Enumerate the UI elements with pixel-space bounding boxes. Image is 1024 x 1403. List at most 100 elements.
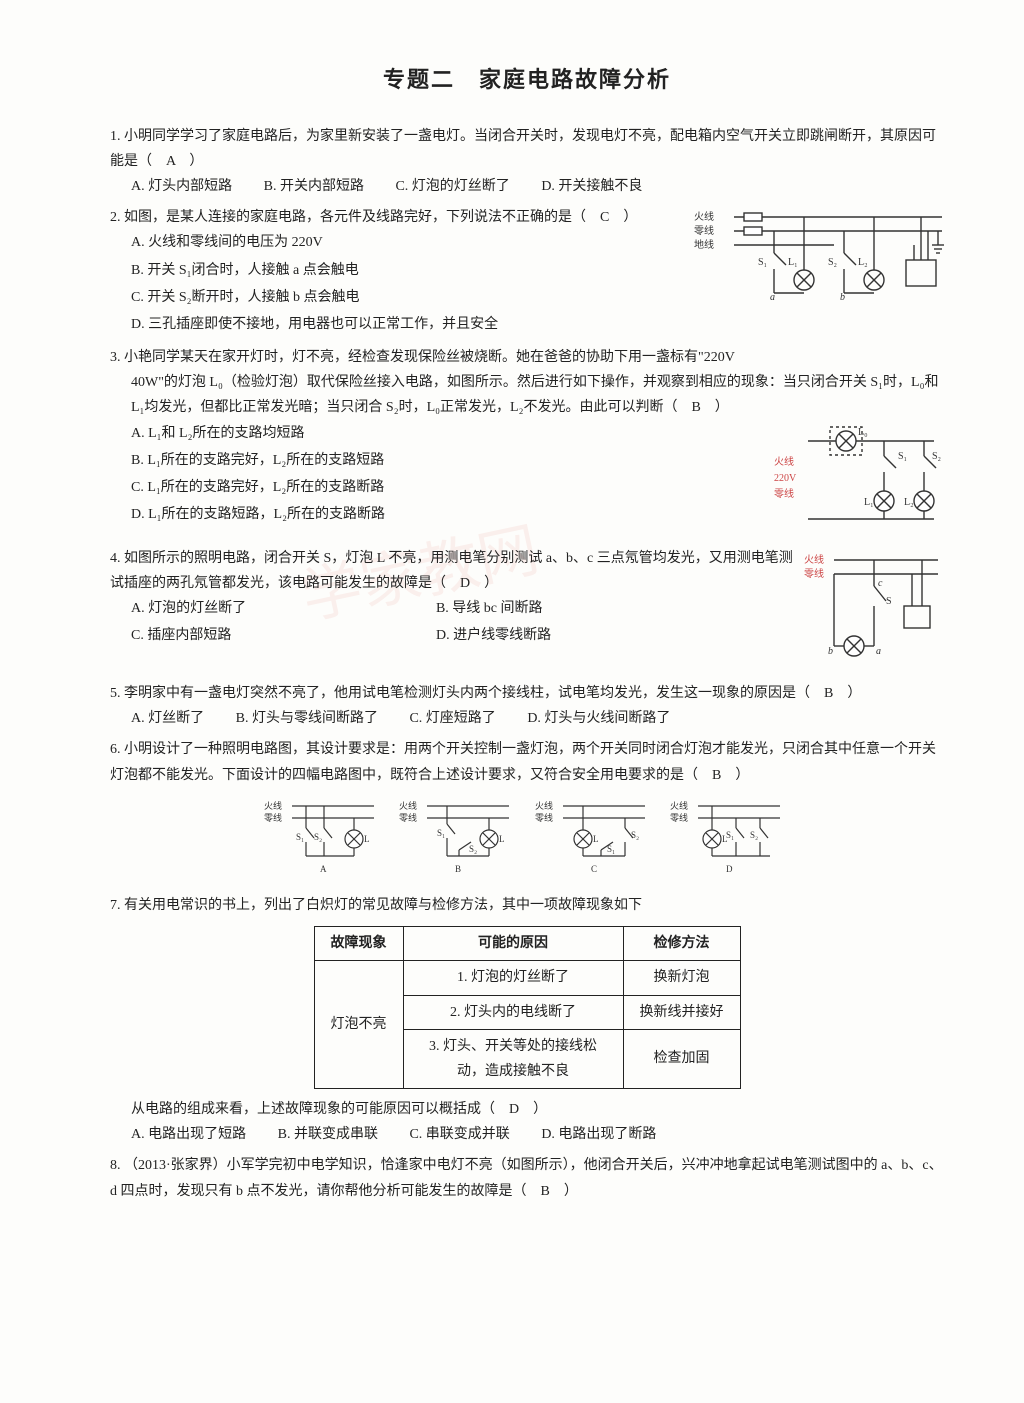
- svg-text:地线: 地线: [694, 238, 714, 251]
- svg-text:b: b: [828, 646, 833, 657]
- question-1: 1. 小明同学学习了家庭电路后，为家里新安装了一盏电灯。当闭合开关时，发现电灯不…: [110, 124, 944, 200]
- q1-opt-b: B. 开关内部短路: [264, 179, 364, 194]
- svg-text:S₂: S₂: [314, 832, 322, 842]
- q7-opt-a: A. 电路出现了短路: [131, 1127, 246, 1142]
- th-phenomenon: 故障现象: [314, 927, 403, 961]
- q6-num: 6.: [110, 742, 121, 757]
- q4-options: A. 灯泡的灯丝断了 B. 导线 bc 间断路 C. 插座内部短路 D. 进户线…: [110, 596, 794, 650]
- question-5: 5. 李明家中有一盏电灯突然不亮了，他用试电笔检测灯头内两个接线柱，试电笔均发光…: [110, 681, 944, 731]
- svg-text:b: b: [840, 292, 845, 300]
- q5-num: 5.: [110, 686, 121, 701]
- table-row: 故障现象 可能的原因 检修方法: [314, 927, 740, 961]
- svg-text:L₂: L₂: [858, 257, 868, 268]
- q4-circuit-figure: 火线 零线 c S a b: [804, 546, 944, 675]
- svg-text:火线: 火线: [264, 800, 282, 811]
- svg-text:L: L: [593, 834, 599, 844]
- td-fix-2: 换新线并接好: [623, 995, 740, 1029]
- q4-text: 如图所示的照明电路，闭合开关 S，灯泡 L 不亮，用测电笔分别测试 a、b、c …: [110, 551, 793, 591]
- svg-text:零线: 零线: [694, 224, 714, 237]
- q7-opt-b: B. 并联变成串联: [278, 1127, 378, 1142]
- q7-num: 7.: [110, 898, 121, 913]
- svg-text:S₂: S₂: [932, 451, 941, 462]
- q6-circuit-a: 火线零线 S₁S₂ L A: [264, 794, 384, 874]
- svg-text:S₁: S₁: [758, 257, 767, 268]
- svg-text:S₁: S₁: [898, 451, 907, 462]
- q7-fault-table: 故障现象 可能的原因 检修方法 灯泡不亮 1. 灯泡的灯丝断了 换新灯泡 2. …: [314, 926, 741, 1089]
- svg-text:S: S: [886, 596, 892, 607]
- question-7: 7. 有关用电常识的书上，列出了白炽灯的常见故障与检修方法，其中一项故障现象如下…: [110, 893, 944, 1148]
- q7-opt-c: C. 串联变成并联: [409, 1127, 509, 1142]
- q4-opt-b: B. 导线 bc 间断路: [436, 596, 741, 621]
- svg-text:S₂: S₂: [828, 257, 837, 268]
- svg-text:a: a: [770, 292, 775, 300]
- q4-num: 4.: [110, 551, 121, 566]
- q1-opt-a: A. 灯头内部短路: [131, 179, 232, 194]
- td-phenomenon: 灯泡不亮: [314, 961, 403, 1089]
- svg-text:零线: 零线: [535, 812, 553, 823]
- q6-circuits: 火线零线 S₁S₂ L A 火线零线 S₁S₂ L B: [110, 788, 944, 887]
- q4-opt-a: A. 灯泡的灯丝断了: [131, 596, 436, 621]
- q1-options: A. 灯头内部短路 B. 开关内部短路 C. 灯泡的灯丝断了 D. 开关接触不良: [110, 174, 944, 199]
- svg-text:S₁: S₁: [296, 832, 304, 842]
- q4-opt-d: D. 进户线零线断路: [436, 623, 741, 648]
- question-2: 火线 零线 地线 S₁ L₁ S₂ L₂ a b 2. 如图，是某人连接的家庭电…: [110, 205, 944, 339]
- q7-options: A. 电路出现了短路 B. 并联变成串联 C. 串联变成并联 D. 电路出现了断…: [110, 1122, 944, 1147]
- q1-num: 1.: [110, 129, 121, 144]
- q2-opt-d: D. 三孔插座即使不接地，用电器也可以正常工作，并且安全: [131, 312, 944, 337]
- svg-text:L₁: L₁: [864, 497, 874, 508]
- svg-text:B: B: [455, 864, 461, 874]
- svg-text:L₀: L₀: [858, 427, 868, 438]
- q5-opt-d: D. 灯头与火线间断路了: [527, 711, 670, 726]
- q7-text2: 从电路的组成来看，上述故障现象的可能原因可以概括成（ D ）: [110, 1097, 944, 1122]
- q5-text: 李明家中有一盏电灯突然不亮了，他用试电笔检测灯头内两个接线柱，试电笔均发光，发生…: [124, 686, 861, 701]
- svg-text:220V: 220V: [774, 473, 797, 484]
- q5-opt-a: A. 灯丝断了: [131, 711, 204, 726]
- svg-text:S₂: S₂: [469, 844, 477, 854]
- q2-text: 如图，是某人连接的家庭电路，各元件及线路完好，下列说法不正确的是（ C ）: [124, 210, 637, 225]
- q5-options: A. 灯丝断了 B. 灯头与零线间断路了 C. 灯座短路了 D. 灯头与火线间断…: [110, 706, 944, 731]
- page-title: 专题二 家庭电路故障分析: [110, 60, 944, 100]
- svg-text:火线: 火线: [399, 800, 417, 811]
- svg-text:零线: 零线: [264, 812, 282, 823]
- svg-text:零线: 零线: [399, 812, 417, 823]
- svg-text:C: C: [591, 864, 597, 874]
- svg-text:L: L: [499, 834, 505, 844]
- svg-text:零线: 零线: [774, 487, 794, 500]
- q4-opt-c: C. 插座内部短路: [131, 623, 436, 648]
- svg-text:火线: 火线: [670, 800, 688, 811]
- svg-text:零线: 零线: [804, 567, 824, 580]
- q2-num: 2.: [110, 210, 121, 225]
- question-6: 6. 小明设计了一种照明电路图，其设计要求是：用两个开关控制一盏灯泡，两个开关同…: [110, 737, 944, 887]
- svg-text:火线: 火线: [804, 553, 824, 566]
- q5-opt-b: B. 灯头与零线间断路了: [236, 711, 378, 726]
- q3-circuit-figure: 火线 220V 零线 L₀ S₁ S₂ L₁ L₂: [774, 421, 944, 540]
- q5-opt-c: C. 灯座短路了: [409, 711, 495, 726]
- svg-text:火线: 火线: [535, 800, 553, 811]
- svg-text:火线: 火线: [774, 455, 794, 468]
- svg-text:火线: 火线: [694, 210, 714, 223]
- q3-text1: 小艳同学某天在家开灯时，灯不亮，经检查发现保险丝被烧断。她在爸爸的协助下用一盏标…: [124, 350, 735, 365]
- svg-text:S₂: S₂: [631, 830, 639, 840]
- svg-text:S₂: S₂: [750, 830, 758, 840]
- q1-opt-d: D. 开关接触不良: [541, 179, 642, 194]
- q1-text: 小明同学学习了家庭电路后，为家里新安装了一盏电灯。当闭合开关时，发现电灯不亮，配…: [110, 129, 936, 169]
- td-fix-3: 检查加固: [623, 1029, 740, 1088]
- q3-num: 3.: [110, 350, 121, 365]
- svg-text:L₁: L₁: [788, 257, 798, 268]
- table-row: 灯泡不亮 1. 灯泡的灯丝断了 换新灯泡: [314, 961, 740, 995]
- q6-circuit-d: 火线零线 L S₁S₂ D: [670, 794, 790, 874]
- question-4: 火线 零线 c S a b 4. 如图所示的照明电路，闭合开关 S，灯泡 L 不…: [110, 546, 944, 675]
- td-cause-2: 2. 灯头内的电线断了: [403, 995, 623, 1029]
- question-8: 8. （2013·张家界）小军学完初中电学知识，恰逢家中电灯不亮（如图所示），他…: [110, 1153, 944, 1203]
- svg-text:D: D: [726, 864, 733, 874]
- q6-text: 小明设计了一种照明电路图，其设计要求是：用两个开关控制一盏灯泡，两个开关同时闭合…: [110, 742, 936, 782]
- svg-text:L₂: L₂: [904, 497, 914, 508]
- svg-text:c: c: [878, 578, 883, 589]
- q7-text: 有关用电常识的书上，列出了白炽灯的常见故障与检修方法，其中一项故障现象如下: [124, 898, 642, 913]
- td-fix-1: 换新灯泡: [623, 961, 740, 995]
- q2-circuit-figure: 火线 零线 地线 S₁ L₁ S₂ L₂ a b: [694, 205, 944, 309]
- q6-circuit-b: 火线零线 S₁S₂ L B: [399, 794, 519, 874]
- question-3: 3. 小艳同学某天在家开灯时，灯不亮，经检查发现保险丝被烧断。她在爸爸的协助下用…: [110, 345, 944, 540]
- q6-circuit-c: 火线零线 L S₂S₁ C: [535, 794, 655, 874]
- q7-opt-d: D. 电路出现了断路: [541, 1127, 656, 1142]
